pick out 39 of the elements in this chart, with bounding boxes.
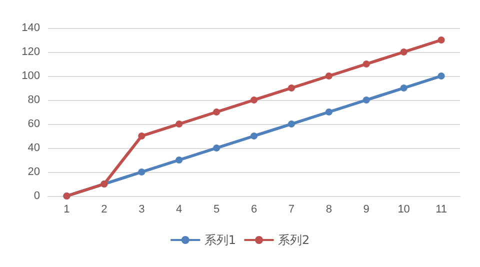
point [325,108,332,116]
x-tick-label: 1 [64,204,70,216]
x-tick-label: 11 [436,204,447,216]
point [362,96,370,104]
point [213,144,220,152]
y-tick-label: 40 [28,142,40,154]
x-tick-label: 8 [326,204,332,216]
point [176,156,183,164]
point [213,108,220,116]
x-tick-label: 2 [101,204,108,216]
x-tick-label: 3 [138,204,145,216]
point [288,120,295,128]
point [176,120,183,128]
y-tick-label: 20 [28,166,40,178]
point [438,72,445,80]
point [325,72,332,80]
y-tick-label: 100 [22,70,40,82]
point [138,132,146,140]
y-tick-label: 0 [34,190,40,202]
y-tick-label: 80 [28,94,40,106]
x-tick-label: 9 [363,204,370,216]
legend-label: 系列2 [278,233,310,247]
point [250,132,258,140]
y-tick-label: 140 [22,22,40,34]
x-tick-label: 7 [288,204,295,216]
point [362,60,370,68]
point [400,84,408,92]
point [138,168,146,176]
y-tick-label: 60 [28,118,40,130]
point [288,84,295,92]
x-tick-label: 6 [250,204,258,216]
point [250,96,258,104]
legend-label: 系列1 [204,233,236,247]
point [400,48,408,56]
x-tick-label: 10 [398,204,410,216]
x-tick-label: 5 [213,204,220,216]
point [438,36,445,44]
x-tick-label: 4 [176,204,182,216]
y-tick-label: 120 [22,46,40,58]
